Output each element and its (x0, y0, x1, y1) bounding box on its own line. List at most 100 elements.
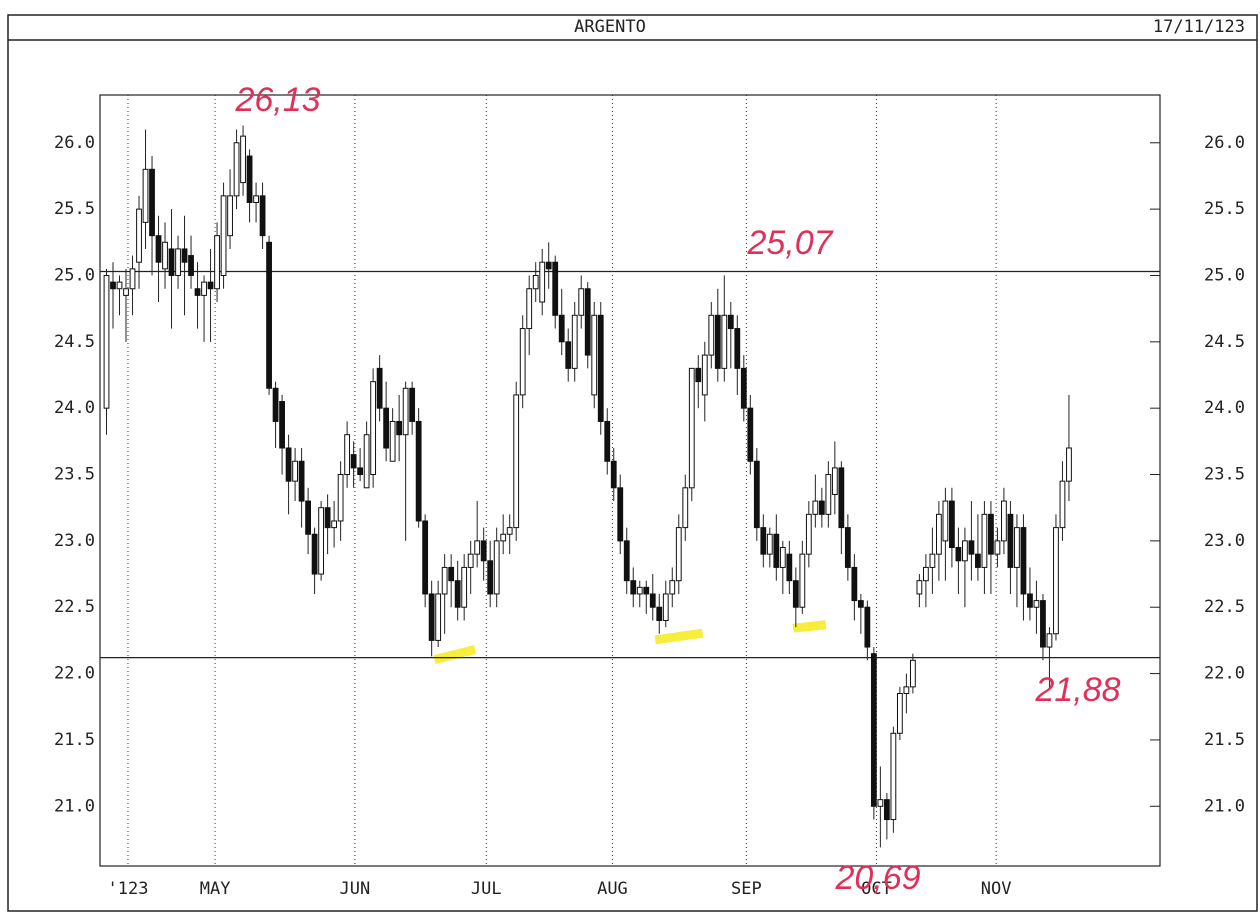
candle-body (656, 606, 663, 622)
x-tick-label: SEP (731, 879, 762, 899)
candle-body (792, 580, 799, 608)
candle-body (779, 547, 786, 568)
candle-body (630, 580, 637, 595)
candle-body (253, 195, 259, 203)
candle-body (643, 586, 650, 595)
candle-body (988, 513, 994, 555)
candle-body (266, 241, 272, 389)
candle-body (1014, 527, 1020, 568)
candle-body (851, 566, 858, 602)
candle-body (903, 686, 910, 694)
candle-body (409, 387, 416, 422)
y-tick-label: 25.5 (54, 199, 95, 219)
candle-body (766, 533, 773, 555)
y-tick-label-right: 26.0 (1204, 133, 1245, 153)
candle-body (181, 248, 188, 263)
candle-body (578, 288, 585, 316)
candle-body (389, 420, 396, 462)
candle-body (363, 434, 370, 489)
candle-body (396, 420, 403, 436)
candle-body (402, 387, 409, 436)
candle-body (201, 281, 207, 296)
y-tick-label: 24.5 (54, 332, 95, 352)
x-tick-label: JUL (471, 879, 502, 899)
candle-body (981, 513, 988, 568)
candle-body (604, 420, 611, 462)
candle-body (662, 593, 669, 622)
candle-body (838, 467, 845, 529)
candle-body (935, 513, 942, 555)
candle-body (675, 527, 682, 582)
candle-body (480, 540, 487, 562)
highlight (433, 645, 477, 664)
candle-body (701, 354, 708, 396)
candle-body (623, 540, 630, 582)
y-tick-label-right: 21.0 (1204, 796, 1245, 816)
candle-body (857, 600, 864, 608)
candle-body (448, 566, 455, 582)
candle-body (962, 540, 968, 562)
candle-body (155, 235, 162, 263)
candle-body (571, 314, 578, 369)
candle-body (825, 474, 832, 515)
candle-body (285, 447, 292, 482)
candle-body (370, 381, 377, 476)
candle-body (721, 314, 728, 369)
candle-body (877, 799, 884, 807)
candle-body (350, 454, 357, 469)
candle-body (565, 341, 572, 369)
candle-body (805, 513, 812, 555)
candle-body (760, 527, 767, 555)
candle-body (168, 248, 175, 276)
candle-body (1001, 500, 1007, 542)
x-tick-label: JUN (340, 879, 371, 899)
x-tick-label: OCT (861, 879, 892, 899)
candle-body (220, 195, 227, 276)
candle-body (513, 394, 520, 529)
candle-body (714, 314, 721, 369)
candle-body (506, 527, 513, 535)
x-tick-label: '123 (107, 879, 148, 899)
candle-body (207, 281, 214, 290)
y-tick-label-right: 25.5 (1204, 199, 1245, 219)
candle-body (545, 261, 552, 270)
candle-body (259, 195, 266, 237)
candle-body (500, 533, 507, 542)
candle-body (955, 547, 962, 562)
candle-body (740, 367, 747, 409)
y-tick-label: 25.0 (54, 265, 95, 285)
highlight (654, 628, 704, 645)
candle-body (695, 367, 702, 383)
candle-body (916, 580, 923, 595)
candle-body (844, 527, 851, 568)
candle-body (292, 460, 298, 482)
candle-body (337, 474, 344, 522)
candle-body (467, 553, 474, 568)
x-tick-label: NOV (981, 879, 1012, 899)
candle-body (669, 580, 676, 595)
y-tick-label: 21.0 (54, 796, 95, 816)
candle-body (994, 540, 1001, 555)
candle-body (454, 580, 461, 608)
candle-body (246, 155, 253, 203)
y-tick-label: 22.0 (54, 664, 95, 684)
candle-body (1066, 447, 1072, 482)
candle-body (136, 208, 142, 263)
candle-body (357, 467, 364, 476)
y-tick-label-right: 24.5 (1204, 332, 1245, 352)
y-tick-label-right: 22.0 (1204, 664, 1245, 684)
y-tick-label-right: 23.5 (1204, 465, 1245, 485)
candle-body (968, 540, 975, 555)
candle-body (773, 533, 780, 568)
x-tick-label: MAY (200, 879, 231, 899)
y-tick-label-right: 25.0 (1204, 265, 1245, 285)
x-tick-label: AUG (597, 879, 628, 899)
candle-body (318, 507, 325, 575)
candle-body (636, 586, 643, 595)
y-tick-label: 23.0 (54, 531, 95, 551)
candle-body (909, 659, 916, 688)
candle-body (376, 367, 383, 409)
candle-body (552, 261, 559, 316)
candle-body (896, 692, 903, 734)
annotation: 25,07 (746, 224, 833, 262)
